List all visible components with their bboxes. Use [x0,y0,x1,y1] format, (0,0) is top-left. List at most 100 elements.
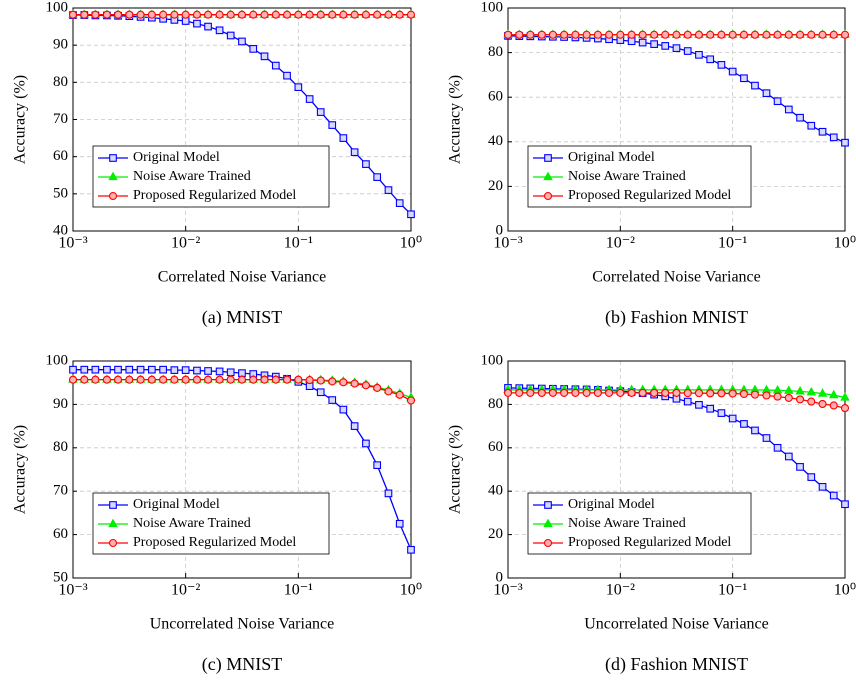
data-point [841,500,849,509]
data-point [840,392,850,401]
data-point [361,381,370,390]
data-point [136,375,145,384]
data-point [170,375,179,384]
y-tick-label: 60 [488,89,503,105]
data-point [695,50,703,59]
data-point [548,388,557,397]
data-point [751,81,759,90]
data-point [384,186,393,194]
x-tick-label: 10⁻¹ [718,235,747,252]
legend-marker [108,518,118,528]
data-point [373,461,382,470]
legend-label: Original Model [568,497,655,512]
legend-marker [543,191,553,201]
data-point [672,388,681,397]
data-point [795,386,805,395]
data-point [773,443,782,452]
data-point [841,138,849,147]
data-point [215,367,224,376]
legend-marker [544,154,552,162]
data-point [762,89,771,98]
data-point [249,45,258,53]
y-tick-label: 0 [496,222,504,238]
x-tick-label: 10⁰ [834,235,856,252]
data-point [159,375,168,384]
data-point [717,409,726,417]
data-point [740,74,748,83]
y-tick-label: 40 [488,133,503,149]
data-point [717,30,726,39]
data-point [147,375,156,384]
data-point [328,121,337,129]
data-point [373,10,382,19]
data-point [406,396,416,405]
x-tick-label: 10⁻³ [58,235,87,252]
data-point [829,401,838,410]
data-point [807,397,816,406]
data-point [796,395,805,404]
data-point [840,30,850,39]
y-tick-label: 60 [53,148,68,164]
legend-label: Proposed Regularized Model [133,188,296,203]
x-axis-label: Correlated Noise Variance [592,269,761,286]
y-tick-label: 100 [46,0,69,15]
data-point [215,26,224,35]
x-tick-label: 10⁰ [834,582,856,599]
legend-box [92,145,330,208]
data-point [350,148,359,157]
data-point [350,422,359,430]
data-point [339,10,348,19]
y-tick-label: 60 [53,526,68,542]
data-point [305,95,314,103]
y-axis-label: Accuracy (%) [447,75,464,164]
data-point [91,365,100,374]
data-point [328,377,337,386]
data-point [316,376,325,385]
data-point [728,389,737,398]
data-point [571,30,580,39]
data-point [113,375,123,384]
data-point [796,113,804,122]
data-point [407,545,415,554]
y-tick-label: 60 [488,439,503,455]
data-point [627,388,636,397]
y-tick-label: 0 [496,569,504,585]
data-point [728,414,737,423]
data-point [784,30,793,39]
data-point [627,37,636,46]
data-point [593,388,602,397]
y-tick-label: 70 [53,111,68,127]
data-point [80,375,89,384]
data-point [694,389,703,398]
x-tick-label: 10⁻² [606,582,635,599]
data-point [373,383,382,392]
data-point [125,10,134,19]
data-point [102,10,111,19]
data-point [560,388,569,397]
data-point [407,210,415,219]
y-tick-label: 20 [488,526,503,542]
data-point [147,365,156,374]
legend-marker [109,501,117,509]
data-point [260,375,269,384]
data-point [616,30,625,39]
data-point [282,10,292,19]
x-tick-label: 10⁻¹ [284,582,313,599]
series-line [507,387,846,505]
data-point [147,10,156,19]
legend-label: Noise Aware Trained [133,169,251,184]
data-point [807,121,816,130]
data-point [328,10,337,19]
data-point [159,365,167,374]
data-point [373,173,382,181]
data-point [739,389,748,399]
data-point [339,405,348,414]
data-point [784,393,793,402]
data-point [807,30,816,39]
data-point [339,134,348,142]
legend-marker [543,538,553,548]
data-point [294,375,303,384]
data-point [316,10,325,19]
data-point [683,389,692,398]
legend-marker [543,518,553,528]
